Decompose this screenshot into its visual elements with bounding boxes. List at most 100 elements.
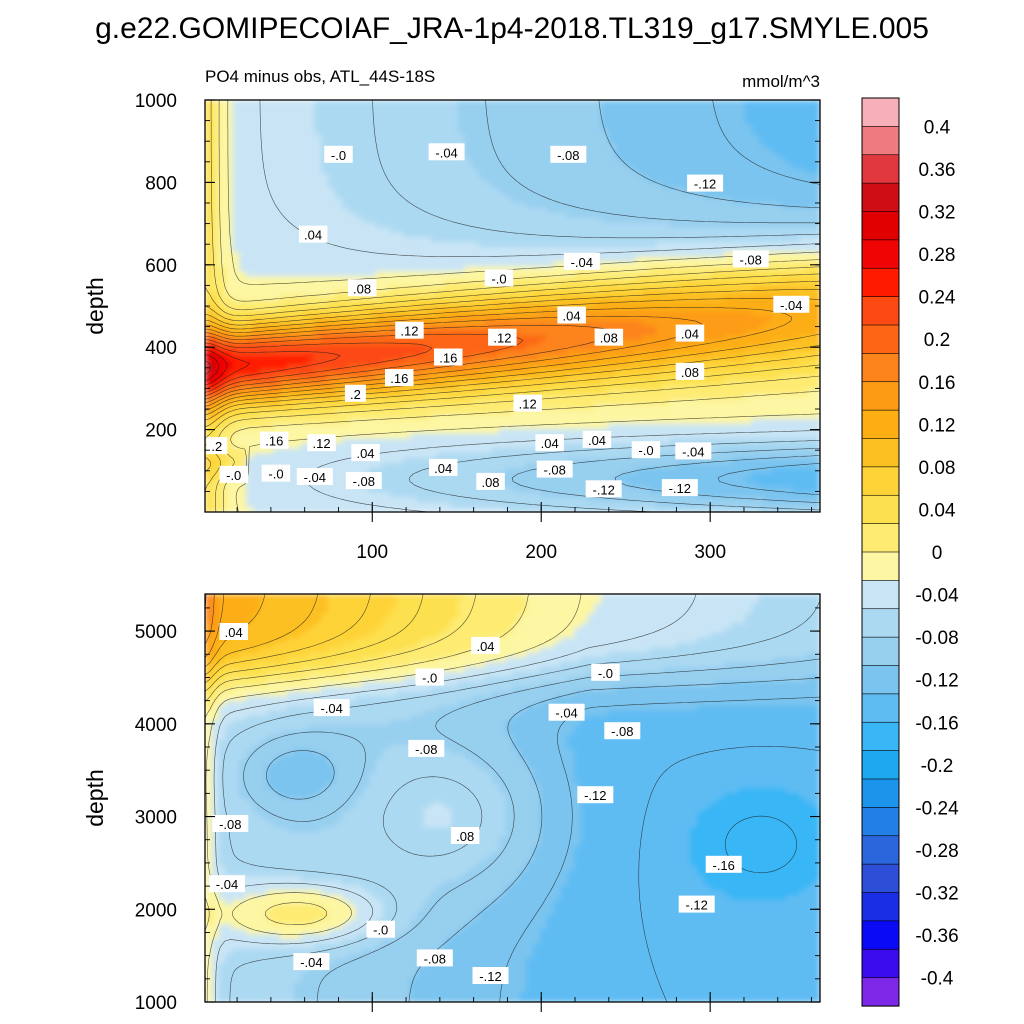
- field-cell: [676, 203, 684, 209]
- field-cell: [444, 247, 452, 253]
- field-cell: [628, 178, 637, 184]
- field-cell: [362, 188, 370, 194]
- field-cell: [669, 291, 678, 297]
- field-cell: [273, 198, 281, 204]
- field-cell: [765, 256, 773, 263]
- field-cell: [273, 134, 281, 140]
- field-cell: [375, 119, 384, 126]
- field-cell: [615, 296, 623, 302]
- field-cell: [348, 168, 356, 175]
- field-cell: [703, 350, 712, 356]
- field-cell: [587, 188, 596, 194]
- field-cell: [416, 345, 425, 351]
- field-cell: [724, 315, 732, 322]
- field-cell: [628, 149, 637, 155]
- field-cell: [410, 124, 418, 131]
- field-cell: [615, 163, 623, 170]
- field-cell: [451, 100, 459, 106]
- field-cell: [246, 247, 254, 253]
- field-cell: [300, 193, 309, 199]
- field-cell: [731, 325, 739, 332]
- field-cell: [430, 276, 438, 283]
- field-cell: [416, 222, 425, 229]
- field-cell: [703, 252, 712, 258]
- field-cell: [355, 168, 363, 175]
- field-cell: [512, 301, 520, 307]
- field-cell: [785, 335, 794, 341]
- field-cell: [334, 271, 343, 278]
- field-cell: [710, 124, 719, 131]
- field-cell: [485, 355, 493, 361]
- field-cell: [546, 203, 555, 209]
- field-cell: [437, 158, 445, 165]
- field-cell: [724, 306, 732, 312]
- field-cell: [382, 271, 391, 278]
- field-cell: [307, 178, 315, 184]
- field-cell: [690, 291, 698, 297]
- field-cell: [697, 301, 705, 307]
- field-cell: [519, 261, 527, 268]
- field-cell: [567, 227, 575, 234]
- field-cell: [758, 306, 766, 312]
- field-cell: [416, 129, 425, 135]
- field-cell: [553, 119, 561, 126]
- field-cell: [437, 364, 445, 371]
- field-cell: [594, 193, 602, 199]
- field-cell: [751, 227, 760, 234]
- field-cell: [430, 315, 438, 322]
- field-cell: [669, 119, 678, 126]
- field-cell: [744, 129, 753, 135]
- field-cell: [546, 335, 555, 341]
- field-cell: [211, 158, 220, 165]
- field-cell: [478, 296, 486, 302]
- subtitle-left: PO4 minus obs, ATL_44S-18S: [205, 67, 435, 86]
- field-cell: [389, 271, 397, 278]
- field-cell: [669, 355, 678, 361]
- field-cell: [697, 203, 705, 209]
- field-cell: [382, 237, 391, 243]
- field-cell: [314, 183, 322, 189]
- field-cell: [416, 232, 425, 238]
- field-cell: [369, 198, 377, 204]
- field-cell: [423, 276, 432, 283]
- field-cell: [280, 350, 288, 356]
- field-cell: [300, 281, 309, 287]
- field-cell: [676, 227, 684, 234]
- field-cell: [389, 207, 397, 214]
- field-cell: [587, 247, 596, 253]
- field-cell: [375, 217, 384, 224]
- field-cell: [799, 193, 807, 199]
- field-cell: [580, 124, 589, 131]
- field-cell: [232, 242, 240, 248]
- field-cell: [225, 129, 233, 135]
- field-cell: [280, 271, 288, 278]
- field-cell: [813, 276, 820, 283]
- field-cell: [731, 350, 739, 356]
- field-cell: [423, 207, 432, 214]
- field-cell: [615, 301, 623, 307]
- field-cell: [382, 301, 391, 307]
- field-cell: [724, 163, 732, 170]
- field-cell: [280, 129, 288, 135]
- field-cell: [293, 232, 302, 238]
- field-cell: [546, 217, 555, 224]
- field-cell: [731, 355, 739, 361]
- field-cell: [792, 335, 801, 341]
- field-cell: [321, 193, 329, 199]
- field-cell: [252, 207, 261, 214]
- field-cell: [307, 256, 315, 263]
- field-cell: [375, 207, 384, 214]
- field-cell: [621, 340, 630, 346]
- field-cell: [608, 183, 616, 189]
- field-cell: [369, 242, 377, 248]
- field-cell: [621, 291, 630, 297]
- field-cell: [635, 109, 643, 116]
- field-cell: [669, 364, 678, 371]
- field-cell: [403, 139, 411, 145]
- field-cell: [492, 183, 500, 189]
- field-cell: [751, 296, 760, 302]
- field-cell: [608, 301, 616, 307]
- field-cell: [348, 114, 356, 121]
- field-cell: [403, 252, 411, 258]
- field-cell: [362, 198, 370, 204]
